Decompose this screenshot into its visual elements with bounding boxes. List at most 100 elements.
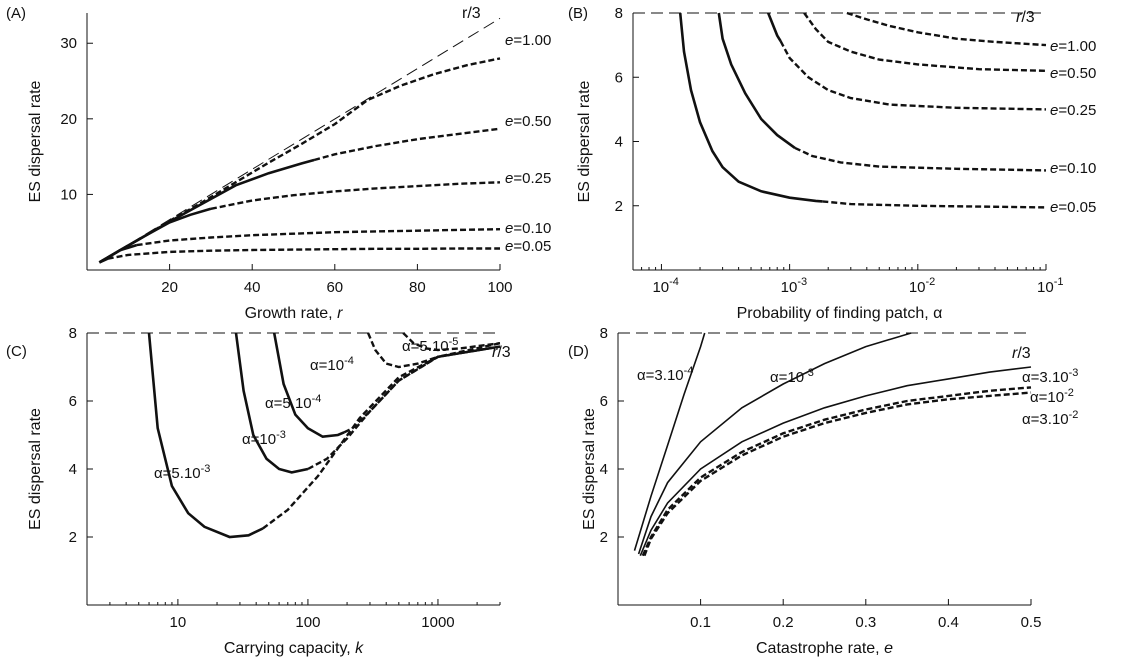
panel-label: (B) [568, 5, 588, 22]
label-italic: e [505, 113, 513, 130]
ref-label-rest: /3 [467, 5, 480, 22]
x-axis-label-symbol: r [337, 305, 343, 322]
panel-label: (D) [568, 343, 589, 360]
series-line-dashed [846, 11, 1047, 47]
label-italic: e [1050, 102, 1058, 119]
y-tick-label: 20 [60, 111, 77, 128]
x-tick-label: 20 [161, 279, 178, 296]
y-tick-label: 4 [615, 134, 623, 151]
reference-line-label: r/3 [492, 344, 511, 361]
series-line-dashed [641, 386, 1032, 557]
ref-label-r: r [462, 5, 468, 22]
series-line [633, 332, 706, 551]
panel-3: (C) 10 100 1000 2 4 6 8 Carrying capacity, k ES d… [6, 325, 511, 657]
series-label: α=10-4 [310, 355, 354, 374]
series-e-1-00: e=1.00 [846, 11, 1096, 55]
label-part: =0.10 [513, 220, 551, 237]
series-label: α=10-3 [242, 429, 286, 448]
label-superscript: -2 [1064, 387, 1074, 399]
series-label: α=5.10-4 [265, 393, 321, 412]
ref-label-rest: /3 [1017, 345, 1030, 362]
x-tick-label: 10-4 [652, 276, 678, 296]
label-italic: e [1050, 199, 1058, 216]
series-line-solid [678, 12, 823, 203]
y-tick-label: 2 [615, 198, 623, 215]
y-axis-label: ES dispersal rate [576, 80, 593, 202]
y-axis-label: ES dispersal rate [581, 408, 598, 530]
series-label: e=1.00 [505, 32, 551, 49]
x-tick-label: 0.1 [690, 614, 711, 631]
series-label: α=10-2 [1030, 387, 1074, 406]
ref-label-r: r [1012, 345, 1018, 362]
x-axis-label-symbol: e [884, 640, 893, 657]
series--3-10-4: α=3.10-4 [633, 332, 706, 551]
x-tick-label: 10-2 [909, 276, 935, 296]
series-label: e=0.05 [1050, 199, 1096, 216]
label-part: =0.50 [513, 113, 551, 130]
series-label: α=3.10-4 [637, 365, 693, 384]
panel-4: (D) 0.1 0.2 0.3 0.4 0.5 2 4 6 8 Catastrophe rate, … [568, 325, 1078, 657]
tick-exponent: -2 [926, 276, 936, 288]
panel-label: (C) [6, 343, 27, 360]
label-italic: e [1050, 160, 1058, 177]
series-e-0-25: e=0.25 [766, 12, 1096, 119]
y-tick-label: 30 [60, 35, 77, 52]
x-tick-label: 10-3 [781, 276, 807, 296]
series-label: e=0.10 [1050, 160, 1096, 177]
tick-exponent: -3 [797, 276, 807, 288]
label-part: α=3.10 [637, 367, 684, 384]
series--10-3: α=10-3 [637, 332, 912, 555]
label-part: =1.00 [513, 32, 551, 49]
label-superscript: -4 [684, 365, 694, 377]
series-line-dashed [136, 228, 501, 247]
y-tick-label: 8 [69, 325, 77, 342]
y-axis-label: ES dispersal rate [27, 80, 44, 202]
label-part: =0.50 [1058, 65, 1096, 82]
label-part: α=5.10 [402, 338, 449, 355]
label-italic: e [505, 32, 513, 49]
x-tick-label: 0.2 [773, 614, 794, 631]
series-line-solid [98, 207, 212, 264]
x-axis-label-text: Growth rate, [245, 305, 337, 322]
y-tick-label: 4 [600, 461, 608, 478]
reference-line-label: r/3 [1012, 345, 1031, 362]
y-tick-label: 8 [600, 325, 608, 342]
label-superscript: -5 [449, 336, 459, 348]
label-superscript: -3 [1069, 367, 1079, 379]
x-axis-label: Probability of finding patch, α [737, 305, 943, 322]
series-label: e=0.10 [505, 220, 551, 237]
x-tick-label: 10-1 [1037, 276, 1063, 296]
ref-label-rest: /3 [1021, 9, 1034, 26]
series-line-dashed [822, 200, 1047, 209]
label-part: =0.10 [1058, 160, 1096, 177]
x-tick-label: 60 [326, 279, 343, 296]
x-axis-label-symbol: k [355, 640, 364, 657]
label-italic: e [505, 170, 513, 187]
y-tick-label: 10 [60, 186, 77, 203]
series-line-dashed [313, 127, 501, 162]
series-line-dashed [98, 57, 501, 264]
ref-label-rest: /3 [497, 344, 510, 361]
x-tick-label: 10 [170, 614, 187, 631]
series-e-0-10: e=0.10 [98, 220, 551, 264]
label-part: α=3.10 [1022, 411, 1069, 428]
series-line-solid [234, 332, 309, 474]
series--5-10-4: α=5.10-4 [265, 332, 501, 439]
series-label: α=5.10-5 [402, 336, 458, 355]
ref-label-r: r [492, 344, 498, 361]
label-italic: e [505, 220, 513, 237]
reference-line-label: r/3 [1016, 9, 1035, 26]
panel-1: (A) 20 40 60 80 100 10 20 30 Growth rate, r ES dis… [6, 5, 551, 322]
series-line-dashed [402, 332, 501, 352]
reference-line [99, 17, 501, 263]
series-e-0-25: e=0.25 [98, 170, 551, 264]
label-part: α=10 [242, 431, 276, 448]
label-italic: e [1050, 65, 1058, 82]
series--5-10-5: α=5.10-5 [402, 332, 501, 355]
series-e-1-00: e=1.00 [98, 32, 551, 264]
label-part: =0.25 [513, 170, 551, 187]
y-axis-label: ES dispersal rate [27, 408, 44, 530]
series-line-dashed [779, 40, 1047, 111]
x-tick-label: 80 [409, 279, 426, 296]
